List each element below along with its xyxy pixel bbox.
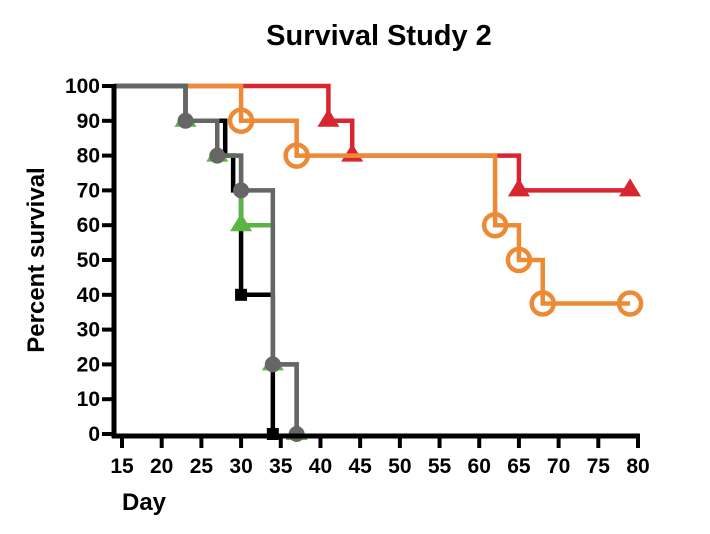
series-group-red	[114, 83, 642, 197]
y-tick-label: 90	[77, 110, 100, 133]
y-tick-label: 50	[77, 249, 100, 272]
x-tick-label: 60	[468, 455, 491, 478]
open-circle-marker	[283, 142, 310, 169]
series-group-green	[114, 83, 308, 440]
series-group-black	[114, 83, 279, 440]
x-tick-label: 50	[388, 455, 411, 478]
open-circle-marker	[481, 211, 509, 239]
open-circle-marker	[529, 290, 556, 317]
x-tick-label: 80	[626, 455, 649, 478]
x-tick-label: 15	[110, 455, 134, 478]
x-tick-label: 45	[348, 455, 372, 478]
circle-marker	[264, 356, 281, 373]
series-group-orange	[185, 83, 644, 317]
y-tick-label: 20	[77, 353, 100, 376]
series-layer	[114, 83, 644, 442]
circle-marker	[233, 182, 250, 199]
triangle-marker	[230, 213, 253, 232]
series-line	[114, 83, 631, 193]
series-line	[114, 83, 276, 434]
x-tick-label: 70	[547, 455, 570, 478]
circle-marker	[209, 147, 226, 164]
triangle-marker	[341, 143, 364, 162]
x-tick-label: 20	[150, 455, 173, 478]
y-tick-label: 10	[77, 388, 100, 411]
y-tick-label: 30	[77, 319, 100, 342]
square-marker	[235, 288, 248, 301]
y-tick-label: 80	[77, 145, 100, 168]
open-circle-marker	[227, 107, 255, 135]
chart-title: Survival Study 2	[266, 20, 492, 52]
y-tick-label: 40	[77, 284, 100, 307]
x-tick-label: 40	[309, 455, 332, 478]
series-line	[114, 83, 299, 434]
triangle-marker	[507, 178, 530, 197]
triangle-marker	[619, 178, 642, 197]
y-tick-label: 60	[77, 214, 100, 237]
x-tick-label: 25	[190, 455, 214, 478]
series-line	[114, 83, 299, 434]
series-group-gray	[114, 83, 305, 442]
y-tick-label: 100	[65, 75, 100, 98]
series-line	[185, 83, 631, 306]
open-circle-marker	[616, 290, 644, 317]
x-tick-label: 65	[507, 455, 531, 478]
y-tick-label: 0	[88, 423, 100, 446]
y-axis-label: Percent survival	[23, 167, 50, 352]
x-tick-label: 55	[428, 455, 452, 478]
x-tick-label: 75	[587, 455, 611, 478]
circle-marker	[177, 112, 194, 129]
x-tick-label: 35	[269, 455, 293, 478]
triangle-marker	[317, 108, 340, 127]
axes-layer: 0 10 20 30 40 50 60 70 80 90 100 15 20 25 30 35 40 45 50 55…	[65, 75, 650, 478]
x-tick-label: 30	[229, 455, 252, 478]
x-axis-label: Day	[122, 489, 167, 516]
open-circle-marker	[505, 246, 533, 274]
y-tick-label: 70	[77, 179, 100, 202]
